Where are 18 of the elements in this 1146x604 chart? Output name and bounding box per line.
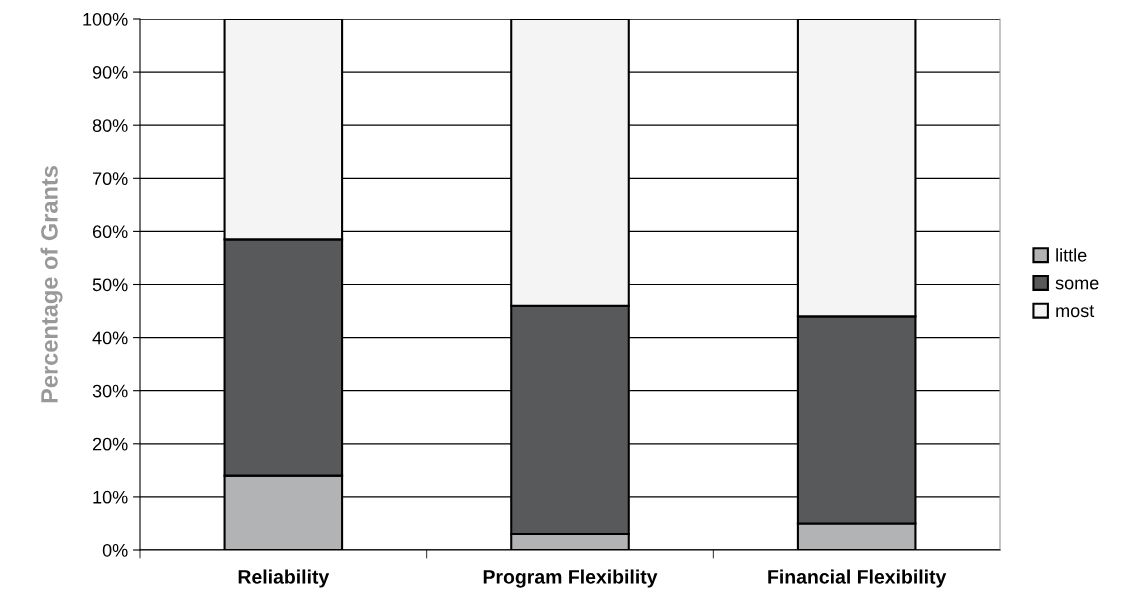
y-axis-title: Percentage of Grants [40,166,63,403]
y-tick-label: 0% [102,543,128,557]
y-tick-label: 100% [83,12,128,26]
legend-label: most [1056,305,1095,318]
y-tick-label: 40% [92,331,128,345]
y-tick-label: 50% [92,278,128,292]
y-tick-label: 90% [92,66,128,79]
legend-label: little [1056,248,1087,262]
legend-label: some [1055,279,1099,290]
y-tick-label: 10% [93,490,128,504]
x-tick-label: Program Flexibility [483,569,658,588]
y-tick-label: 30% [92,384,128,398]
x-tick-label: Reliability [238,569,330,588]
y-tick-label: 70% [92,172,128,186]
y-tick-label: 80% [92,119,128,132]
y-tick-label: 60% [92,225,128,239]
x-tick-label: Financial Flexibility [768,569,947,588]
y-tick-label: 20% [92,437,128,451]
